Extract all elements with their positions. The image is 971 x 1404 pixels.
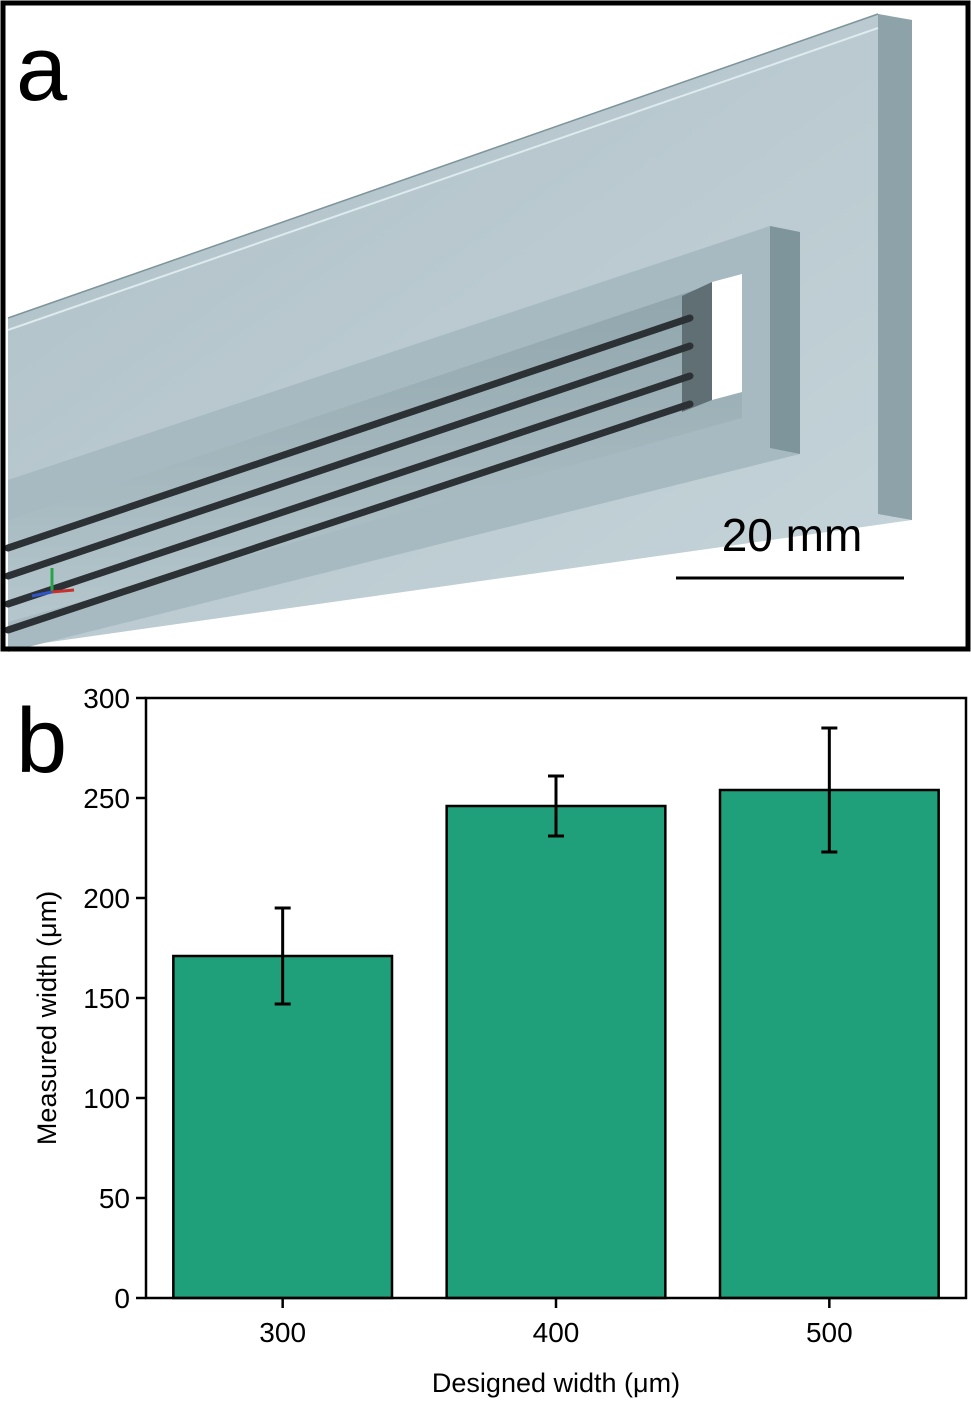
plot-area: 300 400 500 0 50 100 150 200 250 300 [83, 683, 968, 1348]
y-tick-label-300: 300 [83, 683, 130, 714]
x-axis-title: Designed width (μm) [432, 1368, 680, 1398]
y-axis-title: Measured width (μm) [32, 891, 62, 1145]
recess-frame-side [770, 226, 800, 454]
x-tick-label-500: 500 [806, 1317, 853, 1348]
bar-400 [445, 804, 667, 1300]
channel-end-opening [712, 274, 742, 400]
y-tick-label-0: 0 [114, 1283, 130, 1314]
x-tick-label-400: 400 [533, 1317, 580, 1348]
y-tick-label-250: 250 [83, 783, 130, 814]
panel-b-label: b [16, 690, 67, 792]
bar-300 [172, 954, 394, 1300]
y-tick-label-150: 150 [83, 983, 130, 1014]
plate-top-highlight [7, 27, 879, 331]
plot-frame [144, 696, 968, 1300]
channel-3 [4, 372, 694, 608]
y-tick-label-100: 100 [83, 1083, 130, 1114]
panel-b-chart: b 300 400 500 0 50 100 150 200 250 300 Designed w… [16, 683, 968, 1398]
channel-4 [4, 400, 694, 634]
bar-500 [718, 788, 940, 1300]
panel-a-render: 20 mm a [0, 0, 971, 652]
plate-right-edge [878, 14, 912, 520]
panel-a-frame [0, 0, 971, 652]
panel-a-label: a [16, 18, 68, 120]
channel-2 [4, 342, 694, 580]
channel-1 [4, 314, 694, 552]
scale-bar-label: 20 mm [722, 509, 863, 561]
axis-triad-icon [31, 568, 75, 598]
channels [4, 314, 694, 634]
y-tick-label-200: 200 [83, 883, 130, 914]
y-tick-label-50: 50 [99, 1183, 130, 1214]
x-tick-label-300: 300 [259, 1317, 306, 1348]
